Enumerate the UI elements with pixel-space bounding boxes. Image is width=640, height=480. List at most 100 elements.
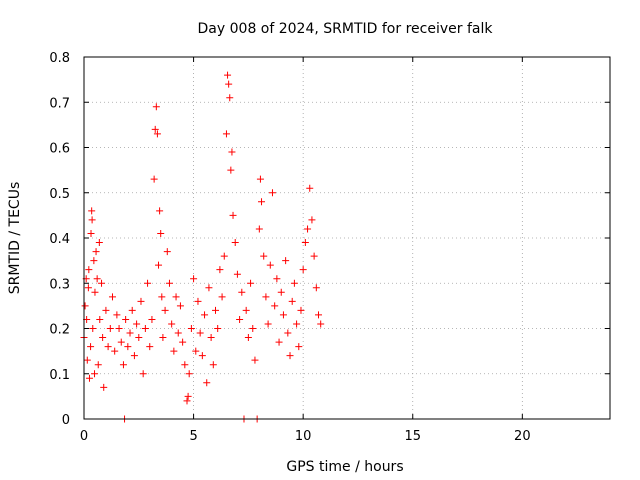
data-point — [229, 211, 237, 219]
data-point — [117, 338, 125, 346]
data-point — [271, 302, 279, 310]
data-point — [251, 356, 259, 364]
data-point — [256, 175, 264, 183]
data-point — [135, 334, 143, 342]
data-point — [268, 189, 276, 197]
data-point — [113, 311, 121, 319]
data-point — [187, 325, 195, 332]
chart-title: Day 008 of 2024, SRMTID for receiver fal… — [198, 21, 494, 37]
data-point — [279, 311, 287, 319]
data-point — [141, 325, 149, 332]
data-point — [198, 352, 206, 360]
data-point — [255, 225, 263, 233]
data-point — [174, 329, 182, 337]
data-point — [137, 297, 145, 305]
y-tick-label: 0.2 — [49, 323, 70, 338]
data-point — [89, 325, 97, 332]
data-point — [88, 207, 96, 215]
data-point — [151, 125, 159, 133]
data-point — [179, 338, 187, 346]
data-point — [88, 216, 96, 224]
data-point — [130, 352, 138, 360]
data-point — [236, 315, 244, 323]
data-point — [242, 306, 250, 314]
data-point — [126, 329, 134, 337]
data-point — [190, 275, 198, 283]
data-point — [262, 293, 270, 301]
data-point — [275, 338, 283, 346]
data-point — [92, 248, 100, 256]
data-point — [299, 266, 307, 274]
data-point — [81, 302, 89, 310]
data-point — [273, 275, 281, 283]
data-point — [207, 334, 215, 342]
data-point — [290, 279, 298, 287]
data-point — [247, 279, 255, 287]
data-point — [172, 293, 180, 301]
data-point — [94, 361, 102, 369]
data-point — [93, 275, 101, 283]
data-point — [161, 306, 169, 314]
data-point — [99, 334, 107, 342]
data-point — [196, 329, 204, 337]
data-point — [297, 306, 305, 314]
data-point — [209, 361, 217, 369]
data-point — [185, 370, 193, 378]
data-point — [102, 306, 110, 314]
data-point — [295, 343, 303, 351]
data-point — [87, 343, 95, 351]
data-point — [95, 239, 103, 247]
data-point — [91, 288, 99, 296]
data-point — [226, 94, 234, 102]
data-point — [139, 370, 147, 378]
x-tick-label: 10 — [295, 429, 312, 444]
data-point — [244, 334, 252, 342]
data-point — [111, 347, 119, 355]
data-point — [150, 175, 158, 183]
x-tick-label: 5 — [189, 429, 197, 444]
data-point — [159, 334, 167, 342]
data-point — [266, 261, 274, 269]
x-tick-label: 15 — [404, 429, 421, 444]
y-tick-label: 0.4 — [49, 232, 70, 247]
data-point — [157, 229, 165, 237]
data-point — [249, 325, 257, 332]
data-point — [282, 257, 290, 265]
data-point — [301, 239, 309, 247]
data-point — [108, 293, 116, 301]
data-point — [288, 297, 296, 305]
data-point — [100, 383, 108, 391]
y-tick-label: 0.7 — [49, 96, 70, 111]
y-tick-label: 0.5 — [49, 187, 70, 202]
x-axis-label: GPS time / hours — [286, 459, 403, 475]
data-point — [227, 166, 235, 174]
data-point — [176, 302, 184, 310]
data-point — [115, 325, 123, 332]
grid-lines — [84, 57, 610, 419]
y-axis-ticks: 0 0.1 0.2 0.3 0.4 0.5 0.6 0.7 0.8 — [49, 51, 610, 428]
data-point — [220, 252, 228, 260]
data-point — [192, 347, 200, 355]
data-point — [85, 266, 93, 274]
data-point — [153, 130, 161, 138]
data-point — [156, 207, 164, 215]
data-point — [306, 184, 314, 192]
data-point — [212, 306, 219, 314]
data-point — [104, 343, 112, 351]
data-point — [87, 229, 95, 237]
y-tick-label: 0.1 — [49, 368, 70, 383]
data-point — [203, 379, 211, 387]
data-point — [163, 248, 171, 256]
data-point — [317, 320, 325, 328]
data-point — [119, 361, 127, 369]
data-point — [238, 288, 246, 296]
data-point — [231, 239, 239, 247]
data-point — [224, 71, 232, 79]
data-point — [85, 374, 93, 382]
data-point — [98, 279, 106, 287]
y-tick-label: 0.8 — [49, 51, 70, 66]
data-point — [124, 343, 132, 351]
data-point — [144, 279, 152, 287]
